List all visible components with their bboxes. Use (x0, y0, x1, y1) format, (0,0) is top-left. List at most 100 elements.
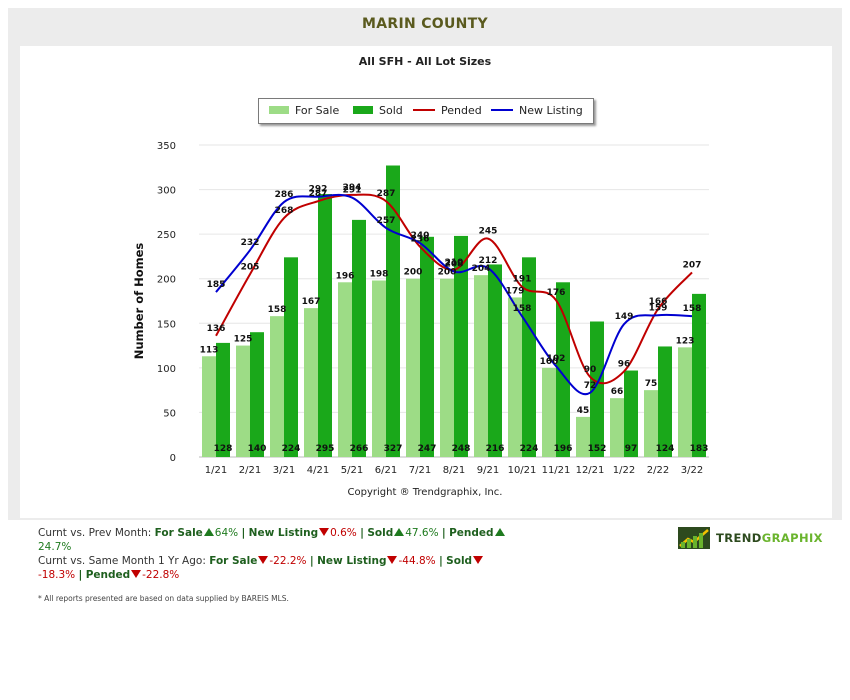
bar-for-sale (406, 278, 420, 457)
bar-for-sale (576, 416, 590, 457)
data-label-for-sale: 113 (200, 345, 219, 355)
data-label-new-listing: 185 (207, 280, 226, 290)
stat-value: -22.8% (142, 569, 180, 581)
legend-label-new-listing: New Listing (519, 104, 583, 117)
data-label-sold: 295 (316, 444, 335, 454)
y-tick-label: 0 (170, 453, 176, 464)
bar-sold (454, 235, 468, 457)
bar-sold (284, 257, 298, 457)
stat-value: -44.8% (398, 555, 436, 567)
triangle-down-icon (387, 556, 398, 564)
stats-year-ago: Curnt vs. Same Month 1 Yr Ago: For Sale -… (38, 554, 538, 582)
stat-separator: | (241, 527, 246, 539)
data-label-pended: 236 (411, 235, 430, 245)
logo-text: TRENDGRAPHIX (716, 531, 823, 545)
x-tick-label: 10/21 (508, 465, 537, 476)
stat-value: 64% (214, 527, 239, 539)
y-tick-label: 200 (157, 275, 176, 286)
bar-for-sale (304, 308, 318, 457)
stat-value: -22.2% (269, 555, 307, 567)
y-axis-title: Number of Homes (132, 243, 146, 360)
trendgraphix-logo[interactable]: TRENDGRAPHIX (678, 527, 828, 551)
triangle-up-icon (494, 528, 505, 536)
data-label-new-listing: 291 (343, 186, 362, 196)
bar-for-sale (542, 367, 556, 457)
x-tick-label: 11/21 (542, 465, 571, 476)
legend-item-for-sale[interactable]: For Sale (269, 104, 339, 118)
legend-item-new-listing[interactable]: New Listing (491, 104, 583, 118)
y-tick-label: 300 (157, 186, 176, 197)
legend-swatch-new-listing (491, 109, 513, 111)
data-label-pended: 96 (618, 359, 631, 369)
x-tick-label: 12/21 (576, 465, 605, 476)
bar-sold (692, 293, 706, 457)
legend-label-pended: Pended (441, 104, 482, 117)
line-new-listing (215, 193, 693, 396)
data-label-for-sale: 200 (438, 268, 457, 278)
bar-sold (590, 321, 604, 457)
stat-value: -18.3% (38, 569, 76, 581)
x-tick-label: 9/21 (477, 465, 499, 476)
x-tick-label: 7/21 (409, 465, 431, 476)
data-label-for-sale: 125 (234, 335, 253, 345)
chart-title: MARIN COUNTY (362, 16, 488, 32)
x-tick-label: 5/21 (341, 465, 363, 476)
data-label-new-listing: 159 (649, 303, 668, 313)
data-label-new-listing: 240 (411, 231, 430, 241)
data-label-new-listing: 232 (241, 238, 260, 248)
stat-separator: | (309, 555, 314, 567)
bar-for-sale (508, 297, 522, 457)
stat-label: New Listing (248, 527, 319, 539)
data-label-pended: 90 (584, 365, 597, 375)
bar-for-sale (270, 316, 284, 457)
triangle-up-icon (394, 528, 405, 536)
data-label-sold: 327 (384, 444, 403, 454)
y-tick-label: 100 (157, 364, 176, 375)
y-tick-label: 50 (163, 408, 176, 419)
line-pended (215, 193, 693, 385)
footnote: * All reports presented are based on dat… (38, 594, 289, 603)
copyright-notice: Copyright ® Trendgraphix, Inc. (347, 487, 503, 498)
data-label-for-sale: 158 (268, 305, 287, 315)
stats-year-ago-prefix: Curnt vs. Same Month 1 Yr Ago: (38, 555, 206, 567)
bar-sold (556, 282, 570, 457)
data-label-sold: 140 (248, 444, 267, 454)
bar-for-sale (202, 356, 216, 457)
data-label-new-listing: 72 (584, 381, 597, 391)
x-tick-label: 3/22 (681, 465, 703, 476)
bar-sold (386, 165, 400, 457)
triangle-down-icon (473, 556, 484, 564)
data-label-pended: 166 (649, 297, 668, 307)
x-tick-label: 1/22 (613, 465, 635, 476)
data-label-new-listing: 158 (513, 304, 532, 314)
data-label-pended: 245 (479, 227, 498, 237)
legend-swatch-sold (353, 106, 373, 114)
data-label-sold: 124 (656, 444, 675, 454)
y-tick-label: 150 (157, 319, 176, 330)
data-label-for-sale: 196 (336, 271, 355, 281)
data-label-sold: 224 (282, 444, 301, 454)
bar-sold (420, 236, 434, 457)
x-tick-label: 2/21 (239, 465, 261, 476)
stat-label: New Listing (317, 555, 387, 567)
legend-label-sold: Sold (379, 104, 403, 117)
legend-item-pended[interactable]: Pended (413, 104, 482, 118)
stat-label: Pended (449, 527, 494, 539)
bar-for-sale (236, 345, 250, 457)
bar-for-sale (610, 398, 624, 457)
triangle-down-icon (258, 556, 269, 564)
data-label-sold: 266 (350, 444, 369, 454)
data-label-for-sale: 45 (577, 406, 590, 416)
y-tick-label: 350 (157, 141, 176, 152)
bar-sold (658, 346, 672, 457)
stats-prev-month: Curnt vs. Prev Month: For Sale 64% | New … (38, 526, 538, 554)
legend-item-sold[interactable]: Sold (353, 104, 403, 118)
data-label-new-listing: 292 (309, 185, 328, 195)
chart-subtitle: All SFH - All Lot Sizes (358, 55, 492, 68)
data-label-pended: 287 (309, 189, 328, 199)
bar-for-sale (440, 278, 454, 457)
legend-label-for-sale: For Sale (295, 104, 340, 117)
bar-for-sale (338, 282, 352, 457)
data-label-for-sale: 167 (302, 297, 321, 307)
stat-value: 24.7% (38, 541, 72, 553)
